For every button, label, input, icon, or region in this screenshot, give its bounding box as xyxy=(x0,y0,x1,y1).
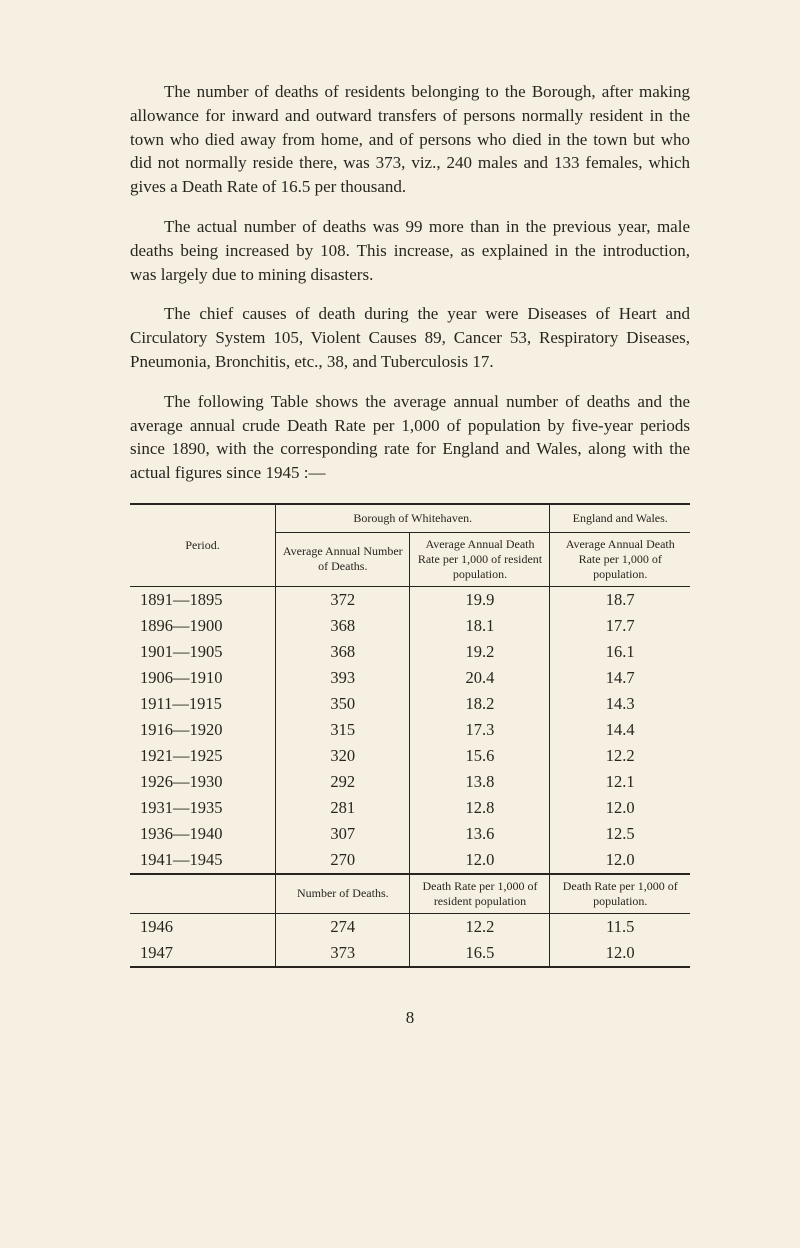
header-borough: Borough of Whitehaven. xyxy=(276,504,550,533)
cell-deaths: 274 xyxy=(276,913,410,940)
table-row: 194627412.211.5 xyxy=(130,913,690,940)
table-row: 1906—191039320.414.7 xyxy=(130,665,690,691)
cell-deaths: 281 xyxy=(276,795,410,821)
cell-eng: 16.1 xyxy=(550,639,690,665)
cell-period: 1936—1940 xyxy=(130,821,276,847)
cell-deaths: 368 xyxy=(276,639,410,665)
cell-eng: 12.1 xyxy=(550,769,690,795)
cell-eng: 14.4 xyxy=(550,717,690,743)
cell-deaths: 372 xyxy=(276,586,410,613)
cell-period: 1906—1910 xyxy=(130,665,276,691)
paragraph-3: The chief causes of death during the yea… xyxy=(130,302,690,373)
header-rate-pop: Death Rate per 1,000 of population. xyxy=(550,874,690,914)
table-row: 1911—191535018.214.3 xyxy=(130,691,690,717)
table-row: 1936—194030713.612.5 xyxy=(130,821,690,847)
header-avg-rate: Average Annual Death Rate per 1,000 of r… xyxy=(410,532,550,586)
cell-rate: 12.0 xyxy=(410,847,550,874)
table-row: 1926—193029213.812.1 xyxy=(130,769,690,795)
cell-period: 1926—1930 xyxy=(130,769,276,795)
cell-eng: 12.0 xyxy=(550,847,690,874)
table-row: 1901—190536819.216.1 xyxy=(130,639,690,665)
table-row: 1921—192532015.612.2 xyxy=(130,743,690,769)
cell-period: 1947 xyxy=(130,940,276,967)
paragraph-4: The following Table shows the average an… xyxy=(130,390,690,485)
header-rate-resident: Death Rate per 1,000 of resident populat… xyxy=(410,874,550,914)
cell-period: 1891—1895 xyxy=(130,586,276,613)
cell-rate: 18.1 xyxy=(410,613,550,639)
cell-rate: 19.2 xyxy=(410,639,550,665)
cell-period: 1921—1925 xyxy=(130,743,276,769)
cell-deaths: 307 xyxy=(276,821,410,847)
header-num-deaths: Number of Deaths. xyxy=(276,874,410,914)
cell-rate: 13.8 xyxy=(410,769,550,795)
cell-rate: 12.8 xyxy=(410,795,550,821)
cell-eng: 12.0 xyxy=(550,940,690,967)
cell-period: 1896—1900 xyxy=(130,613,276,639)
header-eng-rate: Average Annual Death Rate per 1,000 of p… xyxy=(550,532,690,586)
cell-period: 1931—1935 xyxy=(130,795,276,821)
cell-eng: 17.7 xyxy=(550,613,690,639)
cell-eng: 18.7 xyxy=(550,586,690,613)
cell-rate: 20.4 xyxy=(410,665,550,691)
cell-deaths: 368 xyxy=(276,613,410,639)
cell-period: 1941—1945 xyxy=(130,847,276,874)
cell-eng: 14.7 xyxy=(550,665,690,691)
table-row: 1931—193528112.812.0 xyxy=(130,795,690,821)
paragraph-1: The number of deaths of residents belong… xyxy=(130,80,690,199)
cell-rate: 16.5 xyxy=(410,940,550,967)
header-avg-deaths: Average Annual Number of Deaths. xyxy=(276,532,410,586)
death-rate-table: Period. Borough of Whitehaven. England a… xyxy=(130,503,690,968)
cell-deaths: 270 xyxy=(276,847,410,874)
cell-period: 1911—1915 xyxy=(130,691,276,717)
cell-rate: 13.6 xyxy=(410,821,550,847)
cell-deaths: 373 xyxy=(276,940,410,967)
cell-deaths: 350 xyxy=(276,691,410,717)
cell-eng: 12.2 xyxy=(550,743,690,769)
cell-rate: 12.2 xyxy=(410,913,550,940)
cell-rate: 15.6 xyxy=(410,743,550,769)
cell-eng: 14.3 xyxy=(550,691,690,717)
cell-eng: 11.5 xyxy=(550,913,690,940)
paragraph-2: The actual number of deaths was 99 more … xyxy=(130,215,690,286)
page-number: 8 xyxy=(130,1008,690,1028)
cell-rate: 17.3 xyxy=(410,717,550,743)
table-row: 1896—190036818.117.7 xyxy=(130,613,690,639)
cell-period: 1916—1920 xyxy=(130,717,276,743)
cell-eng: 12.5 xyxy=(550,821,690,847)
cell-deaths: 292 xyxy=(276,769,410,795)
cell-deaths: 393 xyxy=(276,665,410,691)
table-row: 1891—189537219.918.7 xyxy=(130,586,690,613)
cell-period: 1901—1905 xyxy=(130,639,276,665)
header-england: England and Wales. xyxy=(550,504,690,533)
cell-deaths: 320 xyxy=(276,743,410,769)
cell-eng: 12.0 xyxy=(550,795,690,821)
cell-period: 1946 xyxy=(130,913,276,940)
cell-deaths: 315 xyxy=(276,717,410,743)
table-row: 1916—192031517.314.4 xyxy=(130,717,690,743)
cell-rate: 18.2 xyxy=(410,691,550,717)
header-period: Period. xyxy=(130,504,276,587)
cell-rate: 19.9 xyxy=(410,586,550,613)
table-row: 1941—194527012.012.0 xyxy=(130,847,690,874)
table-row: 194737316.512.0 xyxy=(130,940,690,967)
